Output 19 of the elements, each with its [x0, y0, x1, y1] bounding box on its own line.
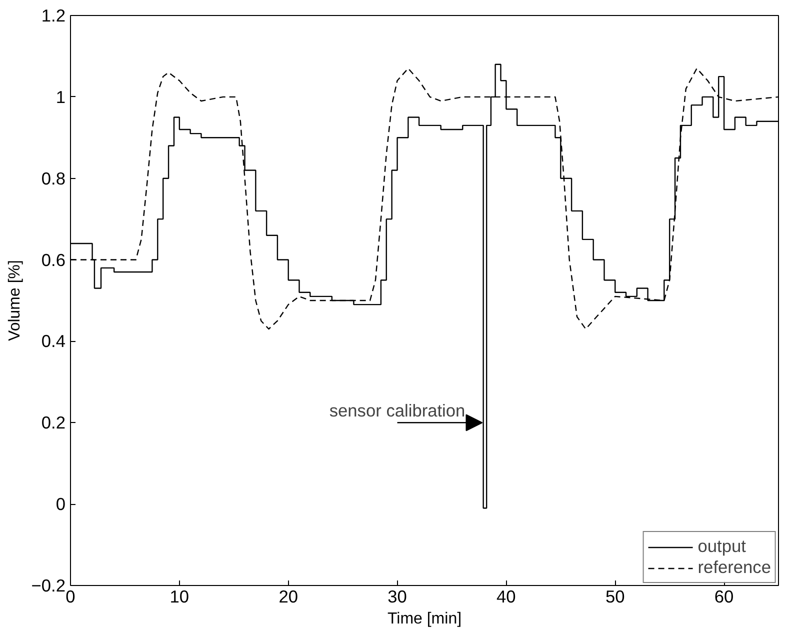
- y-tick-label: 0.2: [41, 412, 66, 433]
- legend-label: output: [698, 536, 746, 557]
- y-axis-title: Volume [%]: [6, 260, 24, 341]
- x-tick-label: 20: [278, 586, 298, 606]
- legend-label: reference: [698, 557, 771, 578]
- y-tick-label: 0.6: [41, 250, 66, 270]
- y-tick-label: 0: [56, 494, 66, 514]
- x-tick-label: 30: [388, 586, 407, 606]
- y-tick-label: 0.4: [41, 331, 66, 352]
- x-axis-title: Time [min]: [387, 610, 462, 628]
- x-tick-label: 60: [714, 586, 734, 606]
- x-tick-label: 50: [605, 586, 625, 606]
- x-tick-label: 40: [496, 586, 516, 606]
- x-tick-label: 10: [170, 586, 190, 606]
- y-tick-label: −0.2: [31, 576, 66, 596]
- y-tick-label: 1.2: [41, 6, 66, 26]
- y-tick-label: 0.8: [41, 168, 66, 188]
- y-tick-label: 1: [56, 86, 66, 107]
- annotation: sensor calibration: [329, 400, 466, 421]
